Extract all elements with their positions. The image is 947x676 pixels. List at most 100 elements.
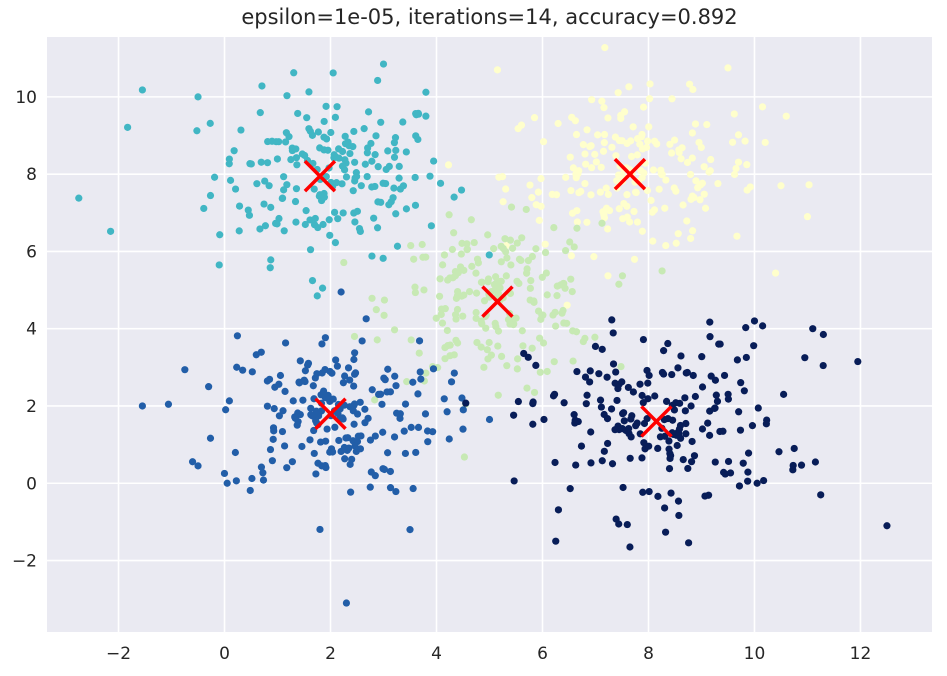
data-point xyxy=(263,159,272,167)
data-point xyxy=(480,363,488,371)
data-point xyxy=(644,379,652,387)
data-point xyxy=(280,442,289,450)
data-point xyxy=(549,311,557,319)
data-point xyxy=(645,95,654,103)
data-point xyxy=(350,355,358,364)
data-point xyxy=(561,284,569,292)
data-point xyxy=(350,332,359,341)
data-point xyxy=(418,240,426,249)
data-point xyxy=(278,427,287,436)
data-point xyxy=(553,292,561,300)
data-point xyxy=(581,179,589,188)
data-point xyxy=(415,349,423,357)
data-point xyxy=(257,463,266,471)
data-point xyxy=(395,174,403,182)
x-tick-label: 0 xyxy=(219,644,230,664)
data-point xyxy=(713,397,722,405)
data-point xyxy=(205,383,213,391)
data-point xyxy=(626,454,634,462)
data-point xyxy=(385,201,393,209)
data-point xyxy=(439,261,447,269)
data-point xyxy=(638,227,646,235)
data-point xyxy=(600,447,608,455)
data-point xyxy=(518,234,526,242)
data-point xyxy=(314,128,322,136)
data-point xyxy=(379,428,387,436)
data-point xyxy=(598,345,606,353)
data-point xyxy=(318,284,327,292)
data-point xyxy=(288,458,296,466)
data-point xyxy=(687,402,695,410)
data-point xyxy=(75,194,83,202)
data-point xyxy=(536,368,544,376)
data-point xyxy=(618,378,626,386)
data-point xyxy=(366,483,374,491)
data-point xyxy=(440,395,448,403)
data-point xyxy=(460,453,468,461)
data-point xyxy=(320,117,328,126)
data-point xyxy=(342,599,351,607)
data-point xyxy=(351,158,359,166)
data-point xyxy=(730,110,738,118)
data-point xyxy=(353,172,361,180)
data-point xyxy=(300,376,308,384)
data-point xyxy=(379,254,387,262)
data-point xyxy=(477,278,486,286)
data-point xyxy=(181,366,189,374)
data-point xyxy=(789,466,797,474)
data-point xyxy=(320,193,328,201)
data-point xyxy=(325,216,333,224)
data-point xyxy=(452,294,461,302)
data-point xyxy=(280,186,288,194)
centroid-marker xyxy=(303,159,337,193)
data-point xyxy=(598,97,606,105)
data-point xyxy=(502,272,510,280)
data-point xyxy=(248,474,256,483)
data-point xyxy=(472,308,480,317)
data-point xyxy=(568,209,577,217)
data-point xyxy=(484,355,492,363)
data-point xyxy=(380,465,389,474)
data-point xyxy=(436,275,444,283)
data-point xyxy=(570,411,578,419)
data-point xyxy=(330,151,338,159)
data-point xyxy=(612,368,620,376)
data-point xyxy=(520,349,528,358)
data-point xyxy=(750,342,758,350)
data-point xyxy=(256,225,264,233)
data-point xyxy=(526,284,534,292)
data-point xyxy=(450,351,458,359)
data-point xyxy=(501,235,509,243)
data-point xyxy=(714,179,722,188)
data-point xyxy=(452,315,460,323)
data-point xyxy=(618,272,627,280)
data-point xyxy=(280,227,288,235)
data-point xyxy=(294,109,302,118)
data-point xyxy=(577,442,586,450)
data-point xyxy=(266,264,274,272)
data-point xyxy=(349,187,357,195)
data-point xyxy=(623,520,631,529)
data-point xyxy=(210,173,219,181)
data-point xyxy=(573,367,581,376)
data-point xyxy=(551,458,559,467)
data-point xyxy=(532,361,540,369)
data-point xyxy=(138,86,146,94)
data-point xyxy=(321,461,329,470)
data-point xyxy=(298,150,306,158)
data-point xyxy=(700,163,708,171)
data-point xyxy=(235,227,243,235)
data-point xyxy=(590,253,598,261)
data-point xyxy=(538,273,546,281)
y-tick-label: 6 xyxy=(26,242,37,262)
data-point xyxy=(744,477,752,485)
data-point xyxy=(360,125,368,133)
data-point xyxy=(567,252,575,260)
data-point xyxy=(700,190,708,198)
data-point xyxy=(494,342,502,350)
data-point xyxy=(655,185,663,193)
data-point xyxy=(362,315,370,323)
data-point xyxy=(694,184,702,192)
data-point xyxy=(672,239,680,247)
chart-title: epsilon=1e-05, iterations=14, accuracy=0… xyxy=(241,5,737,29)
